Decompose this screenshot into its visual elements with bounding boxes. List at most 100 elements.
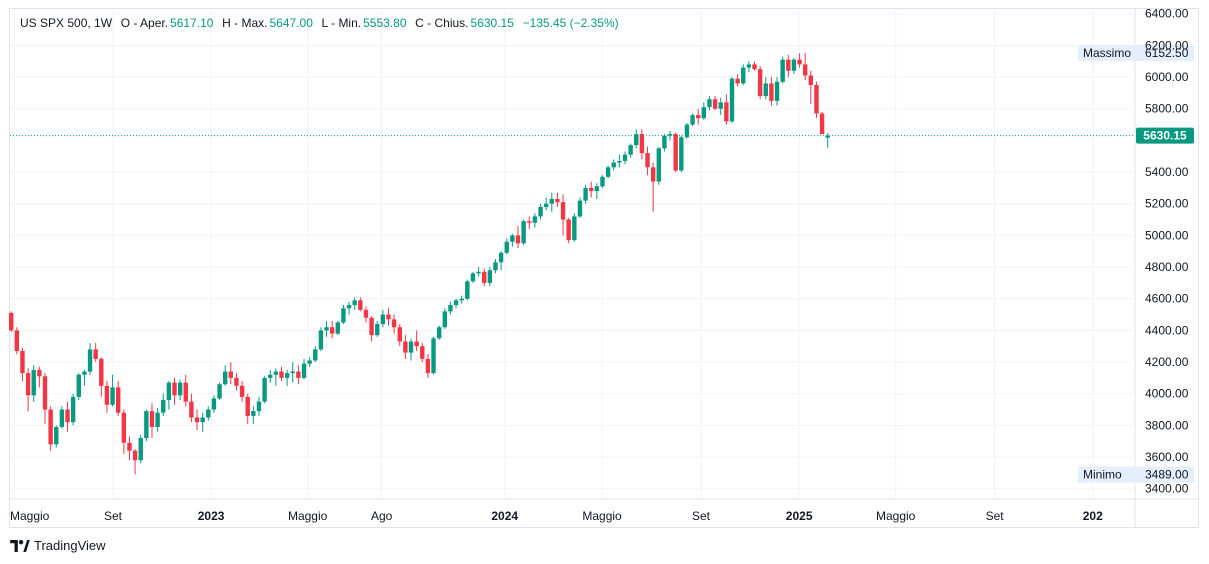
candle-body bbox=[408, 341, 414, 353]
candle bbox=[211, 395, 217, 413]
candle bbox=[414, 330, 419, 351]
candle-body bbox=[31, 369, 36, 396]
candle bbox=[814, 81, 819, 119]
candle bbox=[149, 403, 155, 439]
candle bbox=[42, 373, 48, 424]
candle bbox=[37, 366, 42, 388]
x-tick-label: Ago bbox=[371, 509, 393, 523]
candle-body bbox=[82, 371, 87, 375]
candle bbox=[684, 122, 690, 139]
candle bbox=[9, 311, 14, 332]
candle-body bbox=[808, 75, 814, 85]
low-marker-box bbox=[1078, 466, 1194, 483]
candle bbox=[206, 406, 211, 421]
candle bbox=[161, 393, 166, 416]
candle bbox=[127, 436, 132, 461]
candle bbox=[87, 343, 93, 375]
candle-body bbox=[707, 99, 712, 108]
candle-body bbox=[194, 417, 200, 423]
candle bbox=[634, 129, 639, 149]
candle bbox=[172, 377, 177, 405]
candle bbox=[391, 314, 397, 334]
candle-body bbox=[307, 360, 312, 364]
candle bbox=[341, 305, 346, 325]
candle bbox=[284, 369, 290, 386]
low-label: L - Min. bbox=[321, 16, 362, 30]
candle bbox=[690, 113, 695, 127]
candle-body bbox=[577, 200, 583, 217]
candle bbox=[99, 357, 104, 397]
candle-body bbox=[121, 412, 127, 443]
candle bbox=[375, 320, 380, 337]
candle bbox=[313, 346, 318, 363]
candle-body bbox=[589, 187, 594, 192]
candle bbox=[527, 216, 532, 230]
y-axis[interactable]: 6400.00 6200.00 6000.00 5800.00 5400.00 5200.… bbox=[1145, 7, 1189, 496]
candle-body bbox=[493, 262, 498, 271]
candle bbox=[228, 362, 234, 385]
candle-body bbox=[211, 398, 217, 410]
candle bbox=[155, 407, 160, 432]
candle bbox=[82, 369, 87, 386]
candle bbox=[617, 154, 622, 168]
symbol-label[interactable]: US SPX 500, 1W bbox=[20, 16, 113, 30]
candle-body bbox=[25, 373, 31, 396]
x-axis[interactable]: Maggio Set 2023 Maggio Ago 2024 Maggio Set 2025 M… bbox=[10, 509, 1103, 523]
candle bbox=[583, 184, 588, 204]
candle-body bbox=[656, 148, 661, 182]
candle-body bbox=[741, 67, 746, 84]
candle bbox=[498, 251, 504, 271]
candle bbox=[121, 409, 127, 454]
candle bbox=[549, 192, 554, 212]
candle-body bbox=[729, 78, 735, 122]
tradingview-brand[interactable]: TradingView bbox=[10, 538, 106, 553]
candle bbox=[408, 338, 414, 361]
grid-lines bbox=[9, 8, 1199, 528]
candle-body bbox=[780, 59, 785, 82]
candle-body bbox=[420, 346, 425, 359]
candle-body bbox=[296, 371, 301, 378]
y-tick-label: 5800.00 bbox=[1145, 102, 1189, 116]
candle bbox=[465, 279, 470, 301]
candle-body bbox=[234, 377, 239, 386]
candle-body bbox=[155, 412, 160, 427]
last-price-label: 5630.15 bbox=[1143, 129, 1187, 143]
candle-body bbox=[510, 235, 515, 242]
candle-body bbox=[572, 216, 577, 241]
candle bbox=[707, 96, 712, 111]
candle bbox=[70, 393, 76, 426]
y-tick-label: 6200.00 bbox=[1145, 38, 1189, 52]
candle bbox=[757, 65, 763, 100]
high-label: H - Max. bbox=[222, 16, 268, 30]
candle-body bbox=[690, 115, 695, 125]
candle-body bbox=[735, 78, 740, 84]
candle bbox=[194, 409, 200, 431]
candle-body bbox=[161, 400, 166, 413]
candle-body bbox=[313, 349, 318, 361]
candle bbox=[718, 97, 723, 116]
candle bbox=[797, 53, 802, 68]
candle bbox=[746, 61, 752, 73]
x-tick-label: 2025 bbox=[786, 509, 813, 523]
y-tick-label: 4800.00 bbox=[1145, 260, 1189, 274]
candle-body bbox=[189, 401, 194, 418]
candle-body bbox=[757, 69, 763, 97]
candle bbox=[572, 213, 577, 242]
candle-body bbox=[650, 167, 656, 182]
candle-body bbox=[617, 160, 622, 163]
candle-body bbox=[397, 327, 402, 342]
candle-body bbox=[448, 305, 453, 312]
candle-body bbox=[695, 115, 701, 119]
y-tick-label: 4000.00 bbox=[1145, 387, 1189, 401]
candle-body bbox=[14, 330, 20, 351]
candle bbox=[358, 297, 363, 312]
x-tick-label: Maggio bbox=[582, 509, 622, 523]
candle-body bbox=[177, 382, 183, 396]
candle-body bbox=[786, 59, 791, 71]
low-value: 5553.80 bbox=[363, 16, 407, 30]
x-tick-label: Set bbox=[986, 509, 1005, 523]
candle-body bbox=[166, 382, 172, 401]
price-overlays: 5630.15 Massimo 6152.50 Minimo 3489.00 bbox=[10, 44, 1194, 483]
candle bbox=[645, 146, 650, 176]
